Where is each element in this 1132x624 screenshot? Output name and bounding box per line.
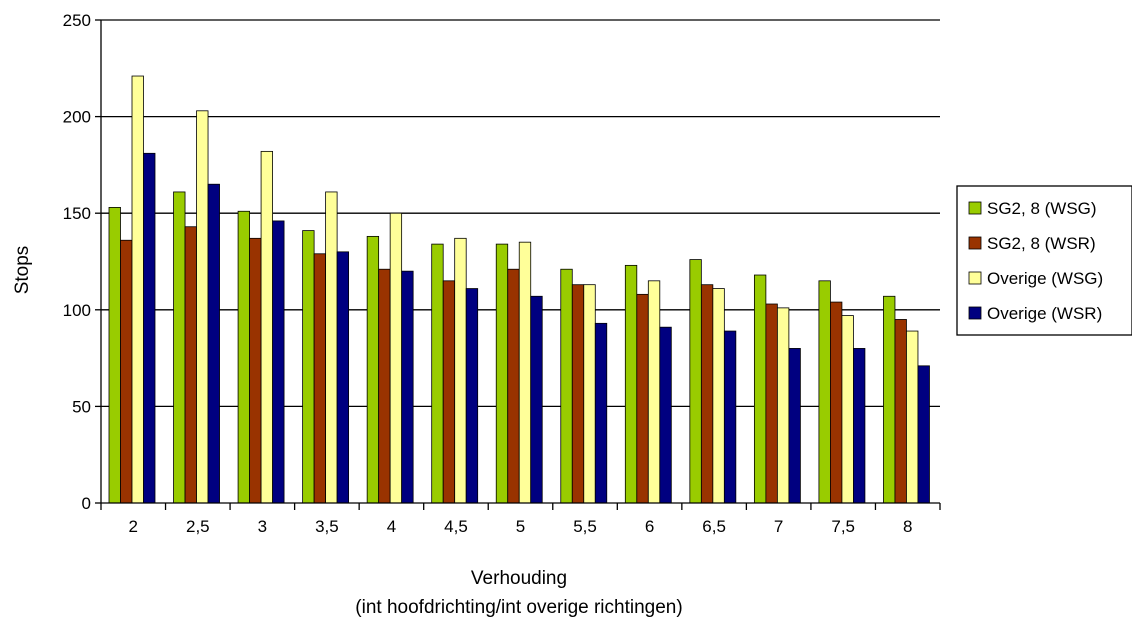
bar (336, 251, 350, 504)
bar (108, 207, 121, 504)
bar (249, 237, 262, 504)
bar (507, 268, 520, 504)
bar (583, 284, 596, 504)
bar (841, 315, 854, 504)
bar (659, 326, 672, 504)
bar (818, 280, 831, 504)
bar (272, 220, 285, 504)
y-tick-label: 150 (63, 204, 91, 223)
x-tick-label: 6,5 (702, 517, 726, 536)
bar (196, 110, 209, 504)
bar (700, 284, 714, 504)
bar (173, 191, 186, 504)
x-tick-label: 7,5 (831, 517, 855, 536)
legend-label: Overige (WSG) (987, 269, 1103, 288)
bar (636, 293, 649, 504)
y-tick-label: 200 (63, 108, 91, 127)
bar (431, 243, 444, 504)
bar (260, 150, 273, 504)
bar (518, 241, 532, 504)
legend-label: SG2, 8 (WSR) (987, 234, 1096, 253)
axes (95, 19, 941, 510)
bar (689, 259, 702, 504)
x-tick-label: 4,5 (444, 517, 468, 536)
bar (776, 307, 790, 504)
bar (495, 243, 509, 504)
legend-swatch (968, 236, 982, 250)
y-tick-label: 100 (63, 301, 91, 320)
x-tick-label: 6 (645, 517, 654, 536)
x-tick-label: 2 (129, 517, 138, 536)
bar (712, 288, 725, 504)
bar (853, 348, 866, 504)
bar (442, 280, 456, 504)
x-tick-label: 2,5 (186, 517, 210, 536)
y-tick-label: 50 (72, 397, 91, 416)
bar (313, 253, 327, 504)
bar (906, 330, 919, 504)
bar (237, 210, 250, 504)
bar (378, 268, 391, 504)
bar (765, 303, 778, 504)
legend-label: SG2, 8 (WSG) (987, 199, 1097, 218)
bar (917, 365, 930, 504)
bar (530, 295, 543, 504)
x-tick-label: 7 (774, 517, 783, 536)
bar (883, 295, 896, 504)
bar (389, 212, 403, 504)
x-tick-label: 8 (903, 517, 912, 536)
bars (108, 75, 930, 504)
x-axis-subtitle: (int hoofdrichting/int overige richtinge… (355, 597, 682, 618)
bar (401, 270, 414, 504)
legend-swatch (968, 271, 982, 285)
bar (143, 152, 156, 504)
y-tick-label: 0 (82, 494, 91, 513)
x-tick-label: 3,5 (315, 517, 339, 536)
x-tick-label: 5 (516, 517, 525, 536)
legend: SG2, 8 (WSG) SG2, 8 (WSR) Overige (WSG) Ove… (956, 185, 1132, 336)
bar (366, 235, 380, 504)
legend-swatch (968, 201, 982, 215)
bar (571, 284, 585, 504)
legend-label: Overige (WSR) (987, 304, 1102, 323)
y-axis-title: Stops (12, 246, 33, 295)
x-tick-label: 3 (258, 517, 267, 536)
bar (454, 237, 467, 504)
bar (624, 264, 638, 504)
y-tick-label: 250 (63, 11, 91, 30)
bar (894, 319, 907, 504)
bar (723, 330, 737, 504)
x-axis-title: Verhouding (471, 568, 567, 589)
x-tick-labels: 2 2,5 3 3,5 4 4,5 5 5,5 6 6,5 7 7,5 8 (129, 517, 913, 536)
legend-swatch (968, 306, 982, 320)
bar (594, 322, 608, 504)
bar (207, 183, 220, 504)
bar (560, 268, 573, 504)
y-tick-labels: 0 50 100 150 200 250 (63, 11, 91, 513)
x-tick-label: 4 (387, 517, 396, 536)
bar (131, 75, 144, 504)
bar (788, 348, 801, 504)
bar (120, 239, 133, 504)
bar (325, 191, 338, 504)
legend-box (956, 185, 1132, 336)
x-tick-label: 5,5 (573, 517, 597, 536)
bar (830, 301, 843, 504)
bar (753, 274, 767, 504)
bar (647, 280, 661, 504)
bar (465, 288, 479, 504)
bar (302, 230, 315, 504)
bar (184, 226, 197, 504)
